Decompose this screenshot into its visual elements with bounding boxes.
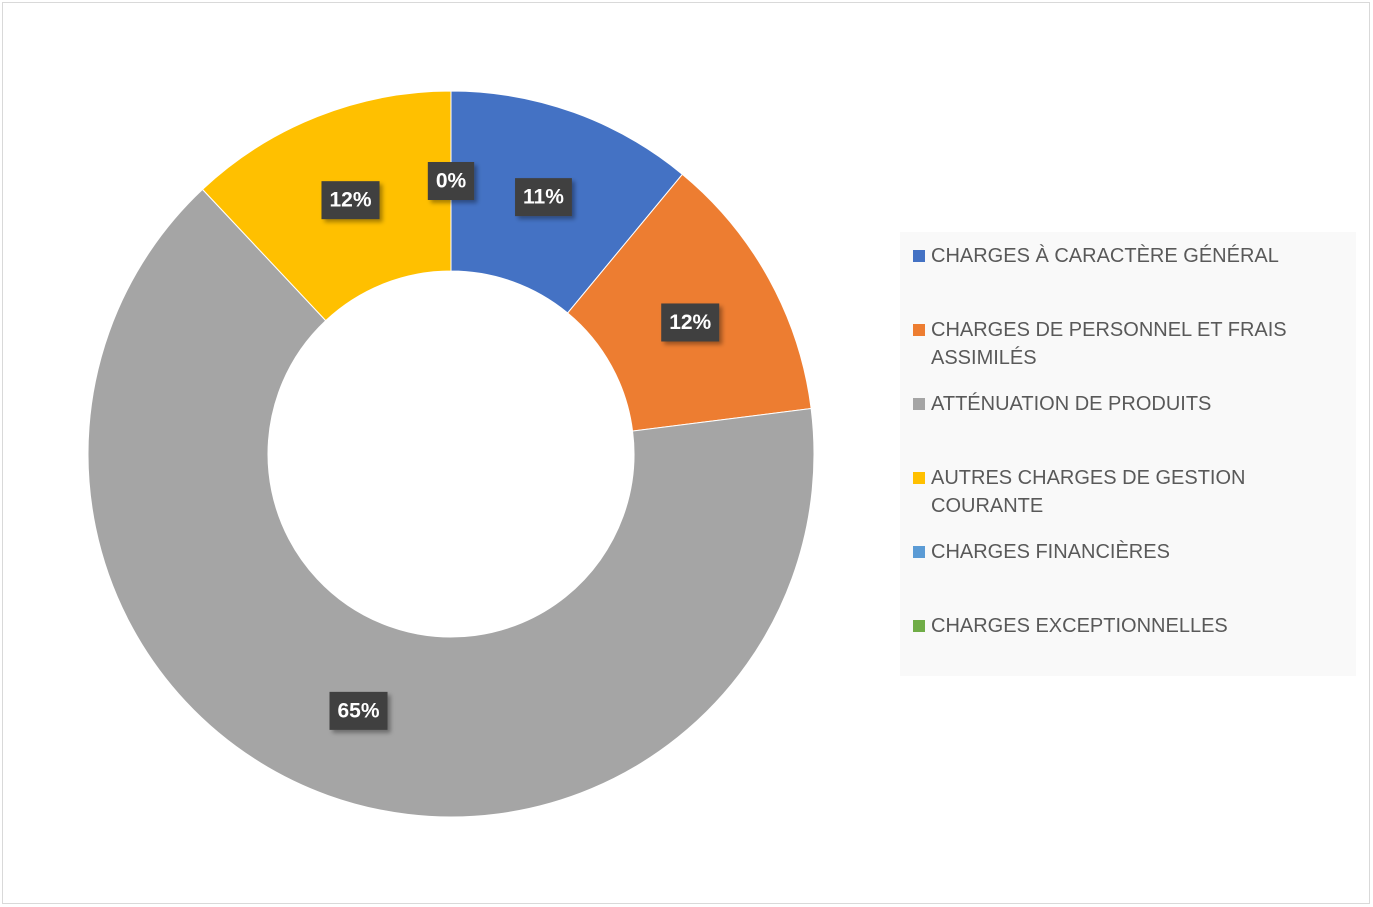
legend-item: CHARGES EXCEPTIONNELLES (913, 612, 1343, 640)
legend-swatch (913, 546, 925, 558)
donut-slice (87, 188, 815, 818)
data-label-box (427, 162, 475, 200)
donut-slice (566, 173, 812, 432)
legend-item: AUTRES CHARGES DE GESTION COURANTE (913, 464, 1343, 520)
legend: CHARGES À CARACTÈRE GÉNÉRAL CHARGES DE PE… (900, 232, 1356, 676)
legend-label: AUTRES CHARGES DE GESTION COURANTE (931, 467, 1246, 517)
legend-label: CHARGES DE PERSONNEL ET FRAIS ASSIMILÉS (931, 319, 1287, 369)
legend-swatch (913, 398, 925, 410)
legend-label: CHARGES À CARACTÈRE GÉNÉRAL (931, 245, 1279, 267)
legend-item: CHARGES À CARACTÈRE GÉNÉRAL (913, 242, 1343, 270)
legend-label: ATTÉNUATION DE PRODUITS (931, 393, 1212, 415)
legend-label: CHARGES EXCEPTIONNELLES (931, 615, 1228, 637)
legend-swatch (913, 250, 925, 262)
data-label-text: 12% (329, 189, 371, 212)
data-label-text: 11% (523, 186, 564, 209)
data-label: 12% (321, 181, 380, 220)
data-label-box (515, 178, 572, 217)
legend-item: CHARGES DE PERSONNEL ET FRAIS ASSIMILÉS (913, 316, 1343, 372)
data-label: 12% (661, 303, 720, 342)
legend-swatch (913, 472, 925, 484)
data-label-text: 12% (669, 311, 711, 334)
data-labels: 11% 12% 65% 12% 0% (321, 162, 720, 730)
data-label-box (329, 691, 388, 730)
data-label-box (661, 303, 720, 342)
legend-item: ATTÉNUATION DE PRODUITS (913, 390, 1343, 418)
legend-swatch (913, 324, 925, 336)
data-label: 65% (329, 691, 388, 730)
legend-label: CHARGES FINANCIÈRES (931, 541, 1170, 563)
data-label-text: 0% (436, 170, 467, 193)
legend-item: CHARGES FINANCIÈRES (913, 538, 1343, 566)
data-label: 0% (427, 162, 475, 200)
data-label-box (321, 181, 380, 220)
data-label-text: 65% (338, 699, 380, 722)
legend-swatch (913, 620, 925, 632)
data-label: 11% (515, 178, 572, 217)
